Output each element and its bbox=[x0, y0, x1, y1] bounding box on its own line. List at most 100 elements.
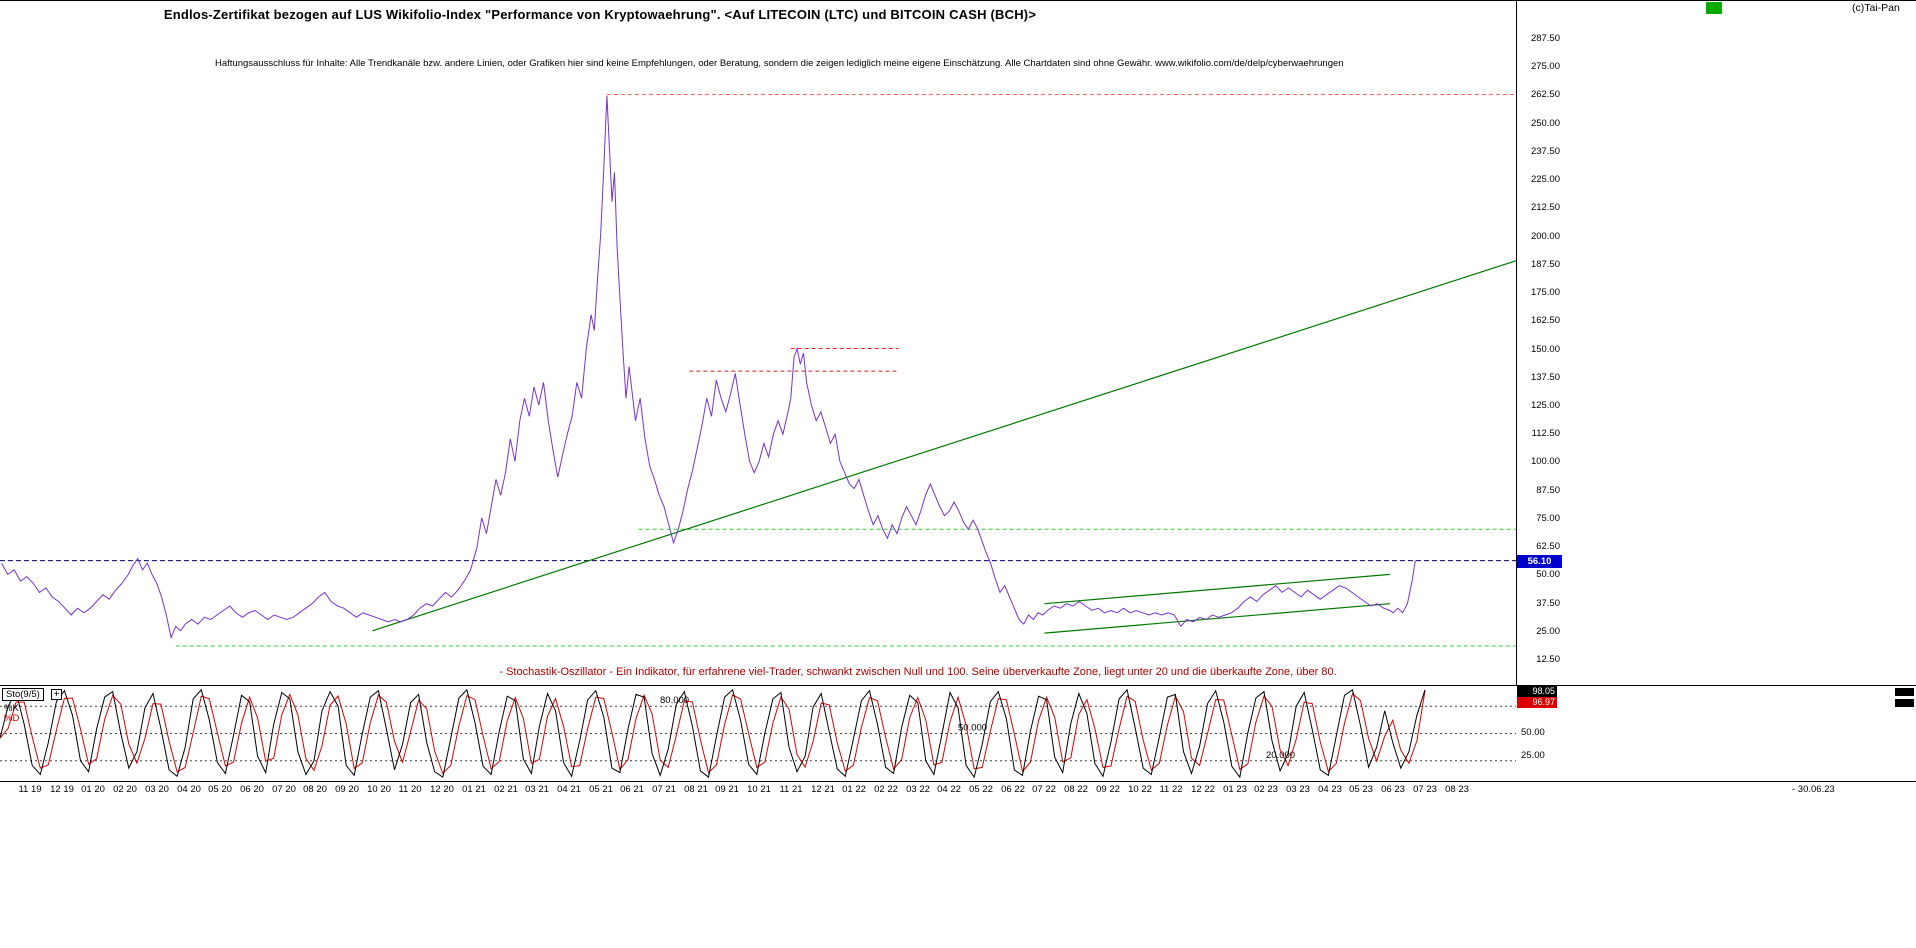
price-axis-tick: 287.50 bbox=[1530, 33, 1560, 44]
price-axis-tick: 275.00 bbox=[1530, 61, 1560, 72]
date-axis-tick: 01 23 bbox=[1223, 784, 1247, 795]
date-axis-tick: 02 21 bbox=[494, 784, 518, 795]
date-axis-tick: 06 21 bbox=[620, 784, 644, 795]
green-status-box[interactable] bbox=[1706, 2, 1722, 14]
date-axis-tick: 12 21 bbox=[811, 784, 835, 795]
stoch-low-value: 25.00 bbox=[1521, 750, 1545, 761]
end-date-label: - 30.06.23 bbox=[1792, 784, 1835, 795]
date-axis-tick: 11 22 bbox=[1159, 784, 1183, 795]
date-axis-tick: 04 22 bbox=[937, 784, 961, 795]
price-line bbox=[1, 95, 1416, 640]
stoch-level-label: 50.000 bbox=[958, 723, 987, 734]
date-axis-tick: 12 19 bbox=[50, 784, 74, 795]
stochastic-description: - Stochastik-Oszillator - Ein Indikator,… bbox=[499, 666, 1337, 678]
copyright-label: (c)Tai-Pan bbox=[1852, 2, 1900, 14]
price-axis-tick: 187.50 bbox=[1530, 259, 1560, 270]
trend-line bbox=[1044, 603, 1390, 634]
price-axis-tick: 50.00 bbox=[1536, 569, 1560, 580]
k-value-tag: 98.05 bbox=[1517, 686, 1557, 697]
price-axis-tick: 100.00 bbox=[1530, 456, 1560, 467]
date-axis-tick: 07 21 bbox=[652, 784, 676, 795]
price-axis-tick: 150.00 bbox=[1530, 344, 1560, 355]
date-axis-tick: 02 23 bbox=[1254, 784, 1278, 795]
price-axis-tick: 125.00 bbox=[1530, 400, 1560, 411]
date-axis-tick: 10 20 bbox=[367, 784, 391, 795]
date-axis-tick: 06 22 bbox=[1001, 784, 1025, 795]
date-axis-tick: 05 20 bbox=[208, 784, 232, 795]
d-line bbox=[0, 690, 1426, 775]
price-axis-tick: 137.50 bbox=[1530, 372, 1560, 383]
d-value-tag: 96.97 bbox=[1517, 697, 1557, 708]
price-chart-canvas[interactable] bbox=[0, 1, 1516, 685]
date-axis-tick: 01 20 bbox=[81, 784, 105, 795]
price-axis-tick: 87.50 bbox=[1536, 485, 1560, 496]
date-axis-tick: 08 23 bbox=[1445, 784, 1469, 795]
edge-marker bbox=[1895, 688, 1914, 696]
date-axis-tick: 09 20 bbox=[335, 784, 359, 795]
date-axis-tick: 03 21 bbox=[525, 784, 549, 795]
indicator-label[interactable]: Sto(9/5) bbox=[2, 688, 44, 701]
date-axis-tick: 11 19 bbox=[18, 784, 42, 795]
price-axis-tick: 75.00 bbox=[1536, 513, 1560, 524]
date-axis-tick: 10 22 bbox=[1128, 784, 1152, 795]
date-axis-tick: 07 23 bbox=[1413, 784, 1437, 795]
stochastic-panel: 80.000 50.000 20.000 Sto(9/5) + %K %D 98.0… bbox=[0, 685, 1916, 782]
price-axis-tick: 162.50 bbox=[1530, 315, 1560, 326]
stoch-level-label: 80.000 bbox=[660, 695, 689, 706]
price-axis-line bbox=[1516, 1, 1517, 782]
price-axis-tick: 37.50 bbox=[1536, 598, 1560, 609]
trend-line bbox=[372, 260, 1516, 632]
date-axis-tick: 11 20 bbox=[398, 784, 422, 795]
date-axis-tick: 02 20 bbox=[113, 784, 137, 795]
date-axis-tick: 01 22 bbox=[842, 784, 866, 795]
date-axis-tick: 06 23 bbox=[1381, 784, 1405, 795]
k-line-label: %K bbox=[4, 703, 19, 714]
stoch-level-label: 20.000 bbox=[1266, 750, 1295, 761]
date-axis-tick: 01 21 bbox=[462, 784, 486, 795]
price-axis-tick: 250.00 bbox=[1530, 118, 1560, 129]
disclaimer-text: Haftungsausschluss für Inhalte: Alle Tre… bbox=[215, 58, 1344, 69]
price-axis-tick: 225.00 bbox=[1530, 174, 1560, 185]
price-axis-tick: 200.00 bbox=[1530, 231, 1560, 242]
stoch-mid-value: 50.00 bbox=[1521, 727, 1545, 738]
date-axis-tick: 12 20 bbox=[430, 784, 454, 795]
date-axis-tick: 07 22 bbox=[1032, 784, 1056, 795]
chart-title: Endlos-Zertifikat bezogen auf LUS Wikifo… bbox=[163, 7, 1037, 22]
price-axis-tick: 62.50 bbox=[1536, 541, 1560, 552]
last-price-tag: 56.10 bbox=[1517, 555, 1562, 568]
trend-line bbox=[1044, 573, 1390, 605]
price-axis-tick: 25.00 bbox=[1536, 626, 1560, 637]
price-axis-tick: 262.50 bbox=[1530, 89, 1560, 100]
date-axis-tick: 03 20 bbox=[145, 784, 169, 795]
date-axis-tick: 05 23 bbox=[1349, 784, 1373, 795]
price-axis-tick: 112.50 bbox=[1531, 428, 1560, 439]
date-axis-tick: 12 22 bbox=[1191, 784, 1215, 795]
k-line bbox=[0, 688, 1426, 779]
date-axis-tick: 03 23 bbox=[1286, 784, 1310, 795]
date-axis-tick: 09 22 bbox=[1096, 784, 1120, 795]
edge-marker bbox=[1895, 699, 1914, 707]
d-line-label: %D bbox=[4, 713, 20, 724]
date-axis-tick: 07 20 bbox=[272, 784, 296, 795]
date-axis-tick: 04 20 bbox=[177, 784, 201, 795]
date-axis-tick: 09 21 bbox=[715, 784, 739, 795]
price-axis-tick: 175.00 bbox=[1530, 287, 1560, 298]
date-axis-tick: 02 22 bbox=[874, 784, 898, 795]
date-axis-tick: 05 22 bbox=[969, 784, 993, 795]
date-axis-tick: 05 21 bbox=[589, 784, 613, 795]
date-axis-tick: 06 20 bbox=[240, 784, 264, 795]
price-axis-tick: 212.50 bbox=[1530, 202, 1560, 213]
date-axis: - 30.06.23 11 19 12 19 01 20 02 20 03 20 04 2… bbox=[0, 784, 1916, 798]
date-axis-tick: 03 22 bbox=[906, 784, 930, 795]
date-axis-tick: 04 23 bbox=[1318, 784, 1342, 795]
date-axis-tick: 08 22 bbox=[1064, 784, 1088, 795]
price-axis-tick: 12.50 bbox=[1536, 654, 1560, 665]
date-axis-tick: 10 21 bbox=[747, 784, 771, 795]
date-axis-tick: 11 21 bbox=[779, 784, 803, 795]
indicator-expand-button[interactable]: + bbox=[51, 689, 62, 700]
date-axis-tick: 08 21 bbox=[684, 784, 708, 795]
stochastic-canvas[interactable]: 80.000 50.000 20.000 bbox=[0, 686, 1516, 781]
date-axis-tick: 08 20 bbox=[303, 784, 327, 795]
price-axis-tick: 237.50 bbox=[1530, 146, 1560, 157]
